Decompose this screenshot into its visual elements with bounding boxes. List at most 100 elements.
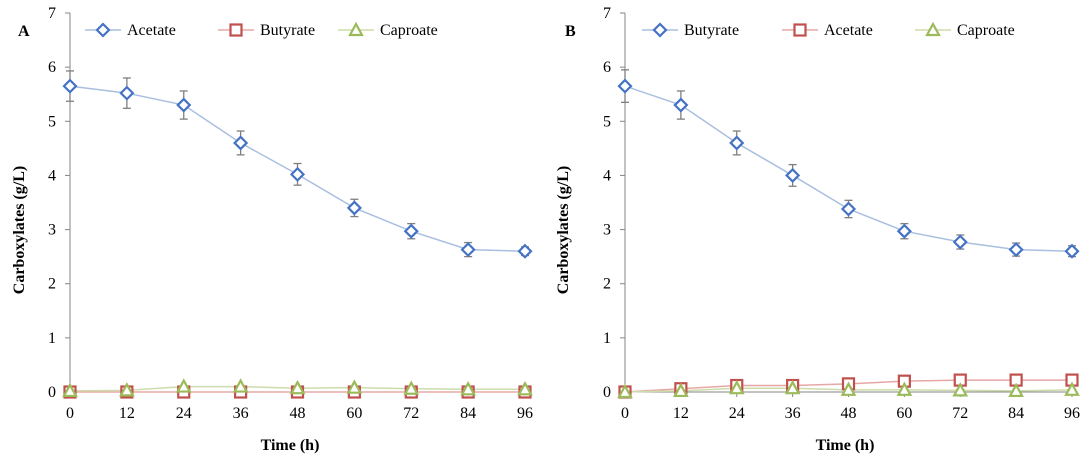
x-tick-label: 60	[896, 405, 912, 422]
y-tick-label: 4	[48, 167, 56, 184]
y-tick-label: 0	[603, 384, 611, 401]
data-point-caproate	[232, 378, 249, 393]
data-point-acetate	[176, 97, 192, 113]
y-tick-label: 1	[603, 330, 611, 347]
data-point-caproate	[673, 382, 689, 398]
legend-marker	[95, 22, 111, 38]
series-line-butyrate	[624, 85, 1073, 252]
data-point-butyrate	[729, 135, 745, 151]
data-point-butyrate	[1064, 243, 1080, 259]
data-point-butyrate	[785, 167, 801, 183]
x-tick-label: 36	[233, 405, 249, 422]
data-point-caproate	[346, 379, 363, 394]
data-point-butyrate	[617, 78, 633, 94]
legend-item-caproate: Caproate	[915, 21, 1015, 39]
legend-label: Caproate	[957, 22, 1015, 39]
x-tick-label: 24	[729, 405, 745, 422]
data-point-acetate	[460, 242, 476, 258]
chart-panel-b: B Carboxylates (g/L) Time (h) Butyrate Ac…	[555, 5, 1080, 454]
data-point-caproate	[403, 380, 420, 395]
legend-label: Acetate	[824, 22, 873, 39]
y-tick-label: 0	[48, 384, 56, 401]
x-tick-label: 12	[673, 405, 689, 422]
x-tick-label: 12	[119, 405, 135, 422]
legend-marker	[348, 21, 364, 37]
x-tick-label: 0	[621, 405, 629, 422]
x-tick-label: 84	[460, 405, 476, 422]
legend-b: Butyrate Acetate Caproate	[642, 21, 1015, 39]
x-tick-label: 96	[517, 405, 533, 422]
data-point-caproate	[784, 379, 801, 395]
legend-marker	[652, 22, 668, 38]
panel-label-a: A	[18, 23, 30, 40]
x-axis-title-a: Time (h)	[261, 437, 320, 454]
data-point-caproate	[728, 379, 745, 395]
x-tick-label: 72	[952, 405, 968, 422]
legend-a: Acetate Butyrate Caproate	[85, 21, 438, 39]
x-tick-label: 48	[841, 405, 857, 422]
legend-label: Caproate	[380, 22, 438, 39]
data-point-caproate	[289, 379, 306, 395]
x-tick-label: 60	[346, 405, 362, 422]
chart-panel-a: A Carboxylates (g/L) Time (h) Acetate But…	[11, 5, 533, 454]
legend-label: Butyrate	[684, 22, 739, 39]
y-axis-title-a: Carboxylates (g/L)	[11, 166, 28, 294]
legend-marker	[793, 23, 807, 37]
data-point-acetate	[233, 135, 249, 151]
data-point-acetate	[346, 200, 362, 216]
y-axis-title-b: Carboxylates (g/L)	[555, 166, 572, 294]
data-point-butyrate	[673, 97, 689, 113]
data-point-acetate	[62, 78, 78, 94]
y-tick-label: 2	[603, 276, 611, 293]
data-point-butyrate	[1008, 242, 1024, 258]
data-point-butyrate	[896, 223, 912, 239]
data-point-acetate	[403, 223, 419, 239]
x-tick-label: 48	[290, 405, 306, 422]
data-point-caproate	[1008, 382, 1024, 398]
y-tick-label: 2	[48, 276, 56, 293]
legend-item-acetate: Acetate	[85, 22, 176, 39]
legend-marker	[229, 23, 243, 37]
data-point-caproate	[1064, 381, 1080, 396]
y-tick-label: 6	[48, 59, 56, 76]
data-point-caproate	[896, 381, 913, 396]
data-point-caproate	[460, 380, 476, 396]
data-point-caproate	[119, 382, 135, 397]
y-tick-label: 7	[603, 5, 611, 22]
x-tick-label: 72	[403, 405, 419, 422]
legend-label: Butyrate	[260, 22, 315, 39]
y-tick-label: 7	[48, 5, 56, 22]
data-point-acetate	[517, 243, 533, 259]
panel-label-b: B	[565, 23, 576, 40]
data-point-caproate	[840, 381, 857, 396]
data-point-caproate	[952, 382, 969, 397]
data-point-caproate	[617, 383, 633, 399]
y-tick-label: 5	[48, 113, 56, 130]
legend-item-acetate: Acetate	[782, 22, 873, 39]
legend-item-butyrate: Butyrate	[642, 22, 739, 39]
x-tick-label: 36	[785, 405, 801, 422]
data-point-acetate	[289, 166, 306, 182]
data-point-caproate	[517, 380, 533, 396]
data-point-acetate	[119, 85, 135, 101]
legend-item-butyrate: Butyrate	[218, 22, 315, 39]
y-tick-label: 4	[603, 167, 611, 184]
legend-label: Acetate	[127, 22, 176, 39]
x-tick-label: 24	[176, 405, 192, 422]
legend-item-caproate: Caproate	[338, 21, 438, 39]
y-tick-label: 6	[603, 59, 611, 76]
data-point-butyrate	[952, 234, 968, 250]
x-axis-title-b: Time (h)	[816, 437, 875, 454]
x-tick-label: 0	[66, 405, 74, 422]
y-tick-label: 3	[603, 222, 611, 239]
y-tick-label: 1	[48, 330, 56, 347]
x-tick-label: 96	[1064, 405, 1080, 422]
legend-marker	[925, 21, 941, 37]
x-tick-label: 84	[1008, 405, 1024, 422]
data-point-butyrate	[840, 201, 857, 217]
data-point-caproate	[62, 382, 78, 398]
y-tick-label: 3	[48, 222, 56, 239]
